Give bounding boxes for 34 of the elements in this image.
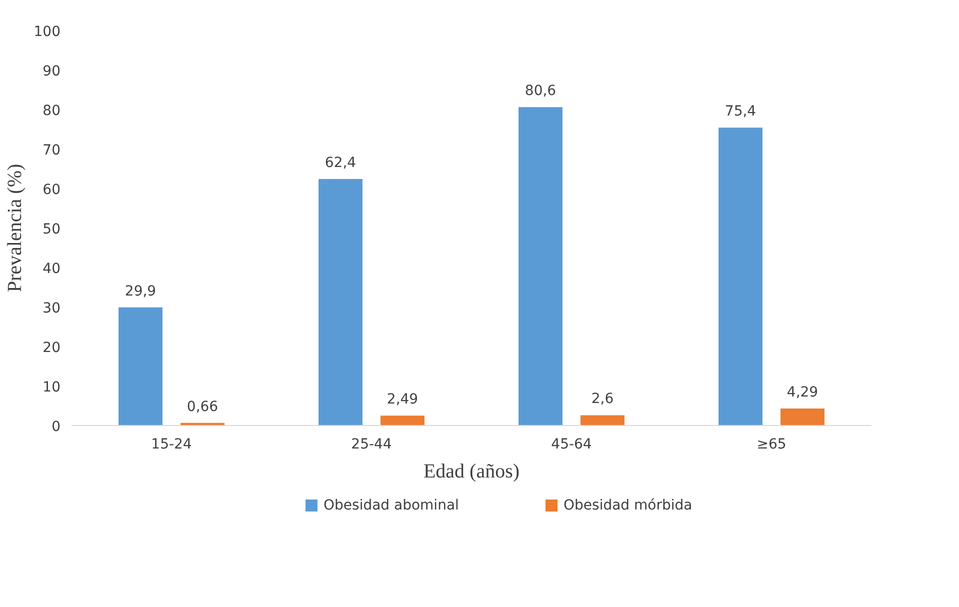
x-tick-label: 25-44 xyxy=(351,436,392,452)
y-tick-label: 0 xyxy=(52,419,61,435)
y-tick-label: 40 xyxy=(42,261,61,277)
y-axis-title: Prevalencia (%) xyxy=(4,164,26,292)
y-tick-label: 10 xyxy=(42,380,61,396)
data-label: 2,49 xyxy=(386,392,418,408)
y-tick-label: 90 xyxy=(42,64,61,80)
x-tick-label: ≥65 xyxy=(756,436,786,452)
bar xyxy=(718,128,762,426)
legend-label: Obesidad abominal xyxy=(324,498,459,514)
data-label: 0,66 xyxy=(186,398,218,415)
data-label: 2,6 xyxy=(591,391,614,408)
x-tick-label: 15-24 xyxy=(151,436,192,452)
y-tick-label: 20 xyxy=(42,340,61,356)
bar xyxy=(318,179,362,426)
bar xyxy=(580,415,624,426)
bar xyxy=(780,408,824,426)
y-tick-label: 30 xyxy=(42,300,61,316)
y-tick-label: 80 xyxy=(42,103,61,119)
y-tick-label: 60 xyxy=(42,182,61,198)
data-label: 4,29 xyxy=(786,384,818,401)
x-axis-title: Edad (años) xyxy=(423,460,520,482)
data-label: 75,4 xyxy=(724,104,756,120)
bar xyxy=(118,307,162,426)
x-tick-label: 45-64 xyxy=(551,436,592,452)
y-tick-label: 50 xyxy=(42,222,61,238)
data-label: 80,6 xyxy=(524,83,556,100)
bar xyxy=(518,107,562,426)
data-label: 62,4 xyxy=(324,155,356,172)
bar xyxy=(380,416,424,426)
data-label: 29,9 xyxy=(124,283,156,300)
y-tick-label: 70 xyxy=(42,142,61,158)
legend-label: Obesidad mórbida xyxy=(564,498,692,514)
y-tick-label: 100 xyxy=(34,24,61,40)
